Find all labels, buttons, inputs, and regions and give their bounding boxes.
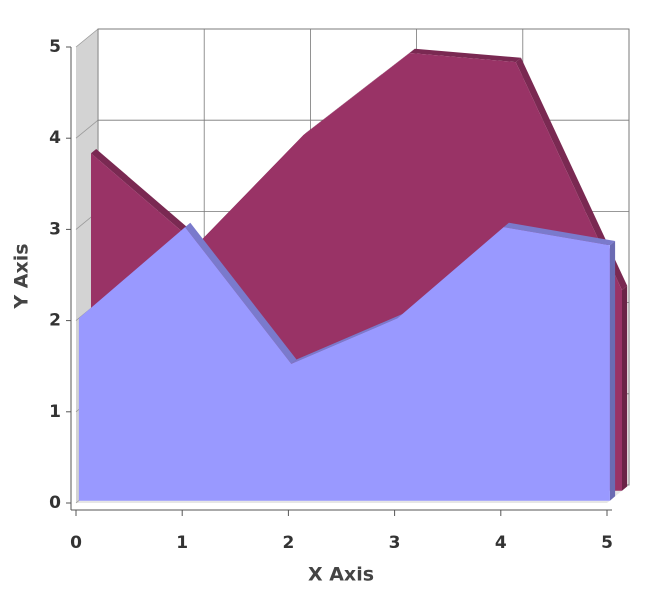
area-top [185,222,297,364]
x-axis-title: X Axis [308,564,374,586]
y-tick-label: 3 [49,219,61,239]
y-tick-label: 1 [49,402,61,422]
x-tick-label: 2 [282,533,294,553]
x-tick-label: 1 [176,533,188,553]
area-top [515,57,628,291]
x-tick-label: 4 [495,533,507,553]
grid-line [75,119,99,139]
y-axis-title: Y Axis [11,243,33,309]
area-top [303,48,415,136]
area-top [91,149,203,245]
area-top [291,313,403,364]
y-tick-label: 2 [49,311,61,331]
x-tick-label: 0 [70,533,82,553]
area-side [609,241,616,501]
area-top [503,222,616,246]
x-tick-label: 5 [601,533,613,553]
area [78,227,610,501]
y-tick-label: 0 [49,493,61,513]
x-tick-label: 3 [389,533,401,553]
grid-line [75,28,99,48]
y-tick-label: 5 [49,37,61,57]
area-side [622,285,628,491]
area-top [409,48,521,63]
y-tick-label: 4 [49,128,61,148]
